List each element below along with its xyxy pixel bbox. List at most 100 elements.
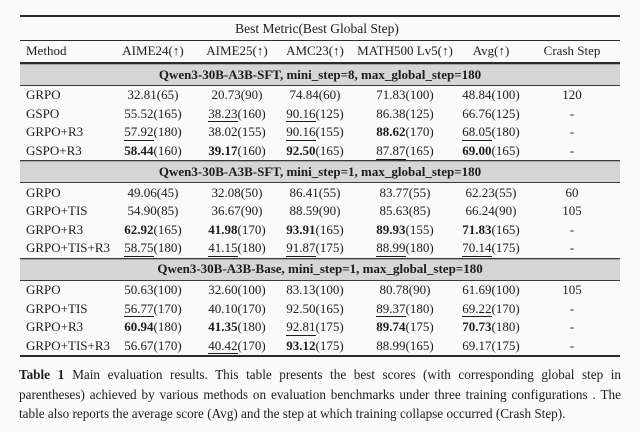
caption-label: Table 1 [19, 367, 65, 383]
table-row: GRPO+TIS 56.77(170) 40.10(170) 92.50(165) 89… [20, 299, 620, 318]
metric-cell: 48.84(100) [458, 86, 524, 105]
metric-cell: 40.42(170) [196, 336, 278, 358]
metric-step: (180) [405, 240, 434, 256]
metric-score: 55.52 [124, 105, 154, 121]
metric-score: 32.81 [127, 87, 157, 103]
metric-cell: 83.13(100) [278, 280, 352, 299]
metric-step: (45) [156, 184, 179, 200]
table-head: Best Metric(Best Global Step) Method AIM… [20, 15, 621, 64]
group-header-spacer-right [524, 15, 621, 41]
metric-score: 40.10 [208, 300, 238, 316]
metric-step: (180) [153, 124, 182, 140]
method-cell: GSPO [26, 105, 60, 121]
table-row: GRPO+R3 60.94(180) 41.35(180) 92.81(175) 89.… [20, 318, 620, 337]
metric-score: 93.12 [286, 337, 316, 353]
metric-score: 32.08 [211, 184, 241, 200]
metric-score: 54.90 [127, 203, 157, 219]
metric-cell: 93.12(175) [278, 336, 352, 358]
metric-cell: 88.99(180) [352, 239, 458, 258]
metric-score: 89.93 [376, 221, 406, 237]
metric-cell: 66.76(125) [458, 105, 524, 124]
metric-cell: 58.75(180) [110, 239, 196, 258]
metric-score: 39.17 [208, 143, 238, 159]
metric-score: 20.73 [211, 87, 241, 103]
metric-cell: 66.24(90) [458, 202, 524, 221]
metric-score: 69.17 [462, 337, 492, 353]
column-header-aime24: AIME24(↑) [110, 40, 196, 64]
metric-step: (180) [237, 240, 266, 256]
metric-step: (90) [240, 203, 263, 219]
metric-cell: 92.81(175) [278, 318, 352, 337]
metric-score: 92.81 [286, 319, 316, 336]
metric-step: (50) [240, 184, 263, 200]
metric-cell: 90.16(125) [278, 105, 352, 124]
metric-cell: 91.87(175) [278, 239, 352, 258]
metric-step: (160) [237, 143, 266, 159]
crash-step-cell: - [569, 300, 575, 316]
metric-step: (175) [491, 240, 520, 256]
metric-score: 88.59 [289, 203, 319, 219]
crash-step-cell: - [569, 319, 575, 335]
metric-step: (100) [315, 282, 344, 298]
method-cell: GRPO+TIS [26, 300, 88, 316]
column-header-avg: Avg(↑) [458, 40, 525, 64]
metric-step: (180) [491, 124, 520, 140]
table-row: GRPO+TIS+R3 58.75(180) 41.15(180) 91.87(175… [20, 239, 620, 258]
metric-score: 56.77 [124, 300, 154, 318]
metric-score: 58.44 [124, 143, 154, 159]
metric-cell: 88.62(170) [352, 123, 458, 142]
metric-step: (180) [491, 319, 520, 335]
metric-score: 61.69 [462, 282, 492, 298]
metric-cell: 70.73(180) [458, 318, 524, 337]
metric-step: (125) [405, 105, 434, 121]
metric-step: (100) [405, 87, 434, 103]
metric-step: (170) [237, 221, 266, 237]
metric-cell: 69.22(170) [458, 299, 524, 318]
metric-score: 86.41 [289, 184, 319, 200]
section-header-row: Qwen3-30B-A3B-SFT, mini_step=1, max_glob… [20, 160, 621, 184]
metric-step: (170) [153, 337, 182, 353]
metric-step: (180) [405, 300, 434, 316]
method-cell: GRPO+R3 [26, 319, 84, 335]
metric-score: 66.24 [465, 203, 495, 219]
metric-cell: 69.17(175) [458, 336, 525, 358]
metric-cell: 32.08(50) [196, 183, 278, 202]
metric-score: 49.06 [127, 184, 157, 200]
metric-step: (175) [315, 319, 344, 335]
table-row: GSPO 55.52(165) 38.23(160) 90.16(125) 86.38(… [20, 105, 620, 124]
metric-score: 87.87 [376, 143, 406, 160]
crash-step-cell: 105 [562, 203, 582, 219]
metric-score: 86.38 [376, 105, 406, 121]
crash-step-cell: 120 [562, 87, 582, 103]
metric-cell: 62.23(55) [458, 183, 524, 202]
metric-cell: 50.63(100) [110, 280, 196, 299]
method-cell: GRPO [26, 184, 61, 200]
metric-score: 50.63 [124, 282, 154, 298]
metric-step: (90) [408, 282, 431, 298]
metric-score: 36.67 [211, 203, 241, 219]
metric-score: 71.83 [462, 221, 492, 237]
metric-step: (165) [491, 221, 520, 237]
metric-cell: 88.99(165) [352, 336, 458, 358]
method-cell: GSPO+R3 [26, 143, 82, 159]
metric-cell: 61.69(100) [458, 280, 524, 299]
metric-step: (100) [153, 282, 182, 298]
metric-cell: 55.52(165) [110, 105, 196, 124]
metric-step: (90) [318, 203, 341, 219]
metric-step: (170) [237, 300, 266, 316]
metric-cell: 93.91(165) [278, 221, 352, 240]
metric-step: (65) [156, 87, 179, 103]
method-cell: GRPO+TIS [26, 203, 88, 219]
metric-score: 85.63 [379, 203, 409, 219]
metric-step: (165) [315, 221, 344, 237]
metric-step: (170) [153, 300, 182, 316]
metric-step: (165) [153, 221, 182, 237]
metric-score: 48.84 [462, 87, 492, 103]
metric-cell: 89.37(180) [352, 299, 458, 318]
metric-score: 60.94 [124, 319, 154, 335]
metric-score: 83.13 [286, 282, 316, 298]
metric-score: 91.87 [286, 240, 316, 257]
metric-cell: 70.14(175) [458, 239, 524, 258]
metric-score: 93.91 [286, 221, 316, 237]
